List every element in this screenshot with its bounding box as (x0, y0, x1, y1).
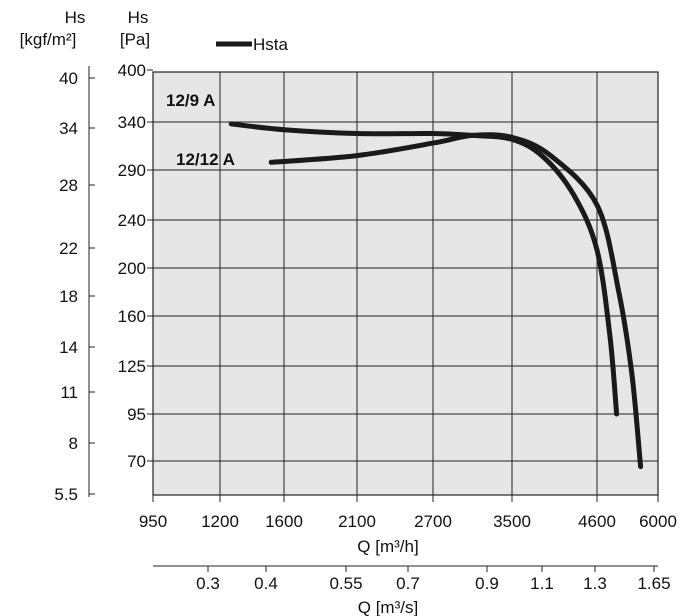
x-sec-tick-label: 0.55 (329, 574, 362, 593)
y-inner-tick-label: 95 (127, 405, 146, 424)
y-outer-tick-label: 40 (59, 69, 78, 88)
y-outer-tick-label: 22 (59, 239, 78, 258)
x-axis-main-label: Q [m³/h] (357, 537, 418, 556)
x-main-tick-label: 1600 (265, 512, 303, 531)
y-inner-tick-label: 290 (118, 161, 146, 180)
x-main-tick-label: 2700 (414, 512, 452, 531)
y-inner-tick-label: 400 (118, 61, 146, 80)
x-sec-tick-label: 1.65 (637, 574, 670, 593)
x-main-tick-label: 2100 (338, 512, 376, 531)
y-axis-outer-label-line1: Hs (65, 8, 86, 27)
axes: 40 34 28 22 18 14 11 8 5.5 400 340 290 240 200 160 125 9… (54, 61, 677, 593)
y-inner-tick-label: 125 (118, 357, 146, 376)
y-axis-inner-label-line1: Hs (128, 8, 149, 27)
y-outer-tick-label: 11 (60, 383, 78, 402)
x-sec-tick-label: 1.1 (530, 574, 554, 593)
x-sec-tick-label: 1.3 (583, 574, 607, 593)
labels: Hs [kgf/m²] Hs [Pa] Hsta Q [m³/h] Q [m³/… (20, 8, 419, 616)
y-inner-tick-label: 70 (127, 452, 146, 471)
y-inner-tick-label: 340 (118, 113, 146, 132)
x-axis-secondary-label: Q [m³/s] (358, 598, 418, 616)
y-outer-tick-label: 18 (59, 287, 78, 306)
y-inner-tick-label: 240 (118, 211, 146, 230)
x-main-tick-label: 950 (139, 512, 167, 531)
y-inner-tick-label: 200 (118, 259, 146, 278)
y-outer-tick-label: 14 (59, 338, 78, 357)
y-inner-tick-label: 160 (118, 307, 146, 326)
y-axis-inner-label-line2: [Pa] (120, 30, 150, 49)
series-line-1 (268, 132, 644, 470)
plot-area (152, 71, 659, 496)
grid-lines (153, 72, 658, 495)
y-axis-outer-label-line2: [kgf/m²] (20, 30, 77, 49)
x-sec-tick-label: 0.7 (396, 574, 420, 593)
x-main-tick-label: 1200 (201, 512, 239, 531)
x-main-tick-label: 4600 (578, 512, 616, 531)
y-outer-tick-label: 34 (59, 119, 78, 138)
series-label-12-9-a: 12/9 A (166, 91, 215, 110)
legend-label: Hsta (253, 35, 289, 54)
x-main-tick-label: 6000 (639, 512, 677, 531)
y-outer-tick-label: 28 (59, 176, 78, 195)
y-outer-tick-label: 5.5 (54, 485, 78, 504)
x-sec-tick-label: 0.3 (196, 574, 220, 593)
curves (228, 121, 644, 470)
x-sec-tick-label: 0.9 (475, 574, 499, 593)
y-outer-tick-label: 8 (69, 434, 78, 453)
x-sec-tick-label: 0.4 (254, 574, 278, 593)
x-main-tick-label: 3500 (493, 512, 531, 531)
series-label-12-12-a: 12/12 A (176, 150, 235, 169)
